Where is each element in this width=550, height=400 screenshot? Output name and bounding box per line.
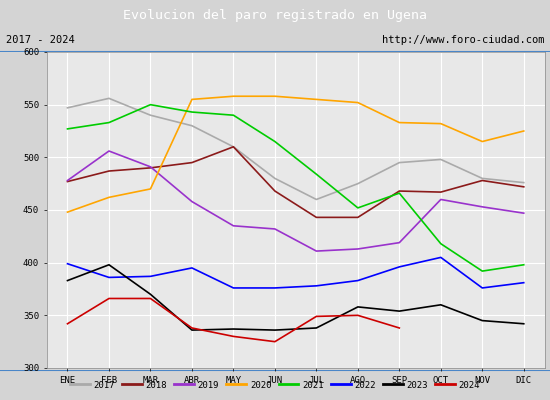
Text: 2017 - 2024: 2017 - 2024 (6, 35, 74, 45)
Text: Evolucion del paro registrado en Ugena: Evolucion del paro registrado en Ugena (123, 8, 427, 22)
Text: http://www.foro-ciudad.com: http://www.foro-ciudad.com (382, 35, 544, 45)
Legend: 2017, 2018, 2019, 2020, 2021, 2022, 2023, 2024: 2017, 2018, 2019, 2020, 2021, 2022, 2023… (66, 377, 484, 393)
